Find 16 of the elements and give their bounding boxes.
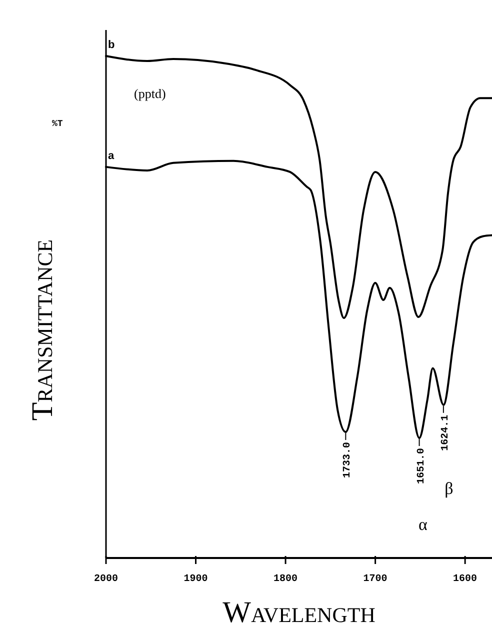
series-label: b — [108, 39, 115, 51]
x-tick-label: 1800 — [274, 574, 298, 585]
y-axis-title: Transmittance — [26, 239, 59, 421]
annotation: α — [418, 515, 428, 534]
series-label: a — [108, 150, 115, 162]
annotation: 1624.1 — [440, 414, 452, 451]
x-tick-label: 1600 — [453, 574, 478, 585]
annotation: β — [444, 479, 454, 498]
x-tick-label: 1900 — [184, 574, 208, 585]
text: %T — [52, 119, 64, 129]
annotation: 1733.0 — [342, 442, 354, 478]
annotation: (pptd) — [134, 86, 166, 101]
annotation: 1651.0 — [416, 448, 428, 484]
x-axis-title: Wavelength — [222, 596, 376, 629]
x-tick-label: 1700 — [363, 574, 388, 585]
x-tick-label: 2000 — [94, 574, 118, 585]
